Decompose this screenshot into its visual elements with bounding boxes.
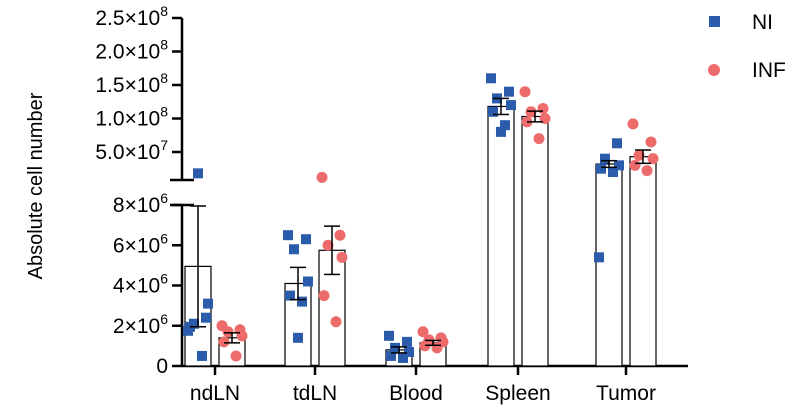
point-INF xyxy=(633,149,645,161)
point-NI xyxy=(504,86,514,97)
y-tick-label: 2.5×108 xyxy=(95,3,168,30)
point-NI xyxy=(594,252,604,263)
bar-NI-Tumor xyxy=(595,163,623,367)
point-NI xyxy=(201,312,211,323)
bar-INF-Spleen xyxy=(521,115,549,367)
legend-marker-NI xyxy=(709,16,720,27)
point-NI xyxy=(398,352,408,363)
x-category-label: Spleen xyxy=(485,382,550,405)
x-category-label: Tumor xyxy=(596,382,656,405)
point-INF xyxy=(334,229,346,241)
point-INF xyxy=(230,350,242,362)
x-category-label: ndLN xyxy=(190,382,240,405)
x-category-label: Blood xyxy=(389,382,443,405)
error-bars xyxy=(190,97,651,354)
legend-label-INF: INF xyxy=(752,59,786,82)
point-INF xyxy=(218,336,230,348)
point-NI xyxy=(608,167,618,177)
y-axis-label: Absolute cell number xyxy=(25,92,47,279)
point-NI xyxy=(612,138,622,149)
point-INF xyxy=(533,133,545,145)
y-tick-labels: 0 2×106 4×106 6×106 8×106 5.0×107 1.0×108 1.5×1… xyxy=(95,3,168,378)
bar-NI-Spleen xyxy=(487,105,515,367)
point-NI xyxy=(193,168,203,179)
legend-marker-INF xyxy=(708,64,720,76)
point-INF xyxy=(236,330,248,342)
x-category-labels: ndLN tdLN Blood Spleen Tumor xyxy=(190,382,656,405)
legend: NI INF xyxy=(708,11,786,82)
y-tick-label: 2.0×108 xyxy=(95,37,168,64)
point-NI xyxy=(285,290,295,301)
point-INF xyxy=(336,251,348,263)
y-tick-label: 2×106 xyxy=(113,311,168,338)
y-tick-label: 1.5×108 xyxy=(95,70,168,97)
y-tick-label: 0 xyxy=(156,355,168,378)
point-NI xyxy=(486,73,496,84)
point-NI xyxy=(197,350,207,361)
point-INF xyxy=(641,165,653,177)
point-INF xyxy=(318,290,330,302)
point-NI xyxy=(297,296,307,307)
point-NI xyxy=(614,160,624,171)
point-INF xyxy=(316,171,328,183)
point-INF xyxy=(322,239,334,251)
point-NI xyxy=(402,336,412,347)
point-NI xyxy=(289,244,299,255)
point-NI xyxy=(596,163,606,174)
point-NI xyxy=(301,234,311,245)
bar-INF-Tumor xyxy=(629,156,657,367)
point-NI xyxy=(293,332,303,343)
y-tick-label: 5.0×107 xyxy=(95,137,168,164)
point-INF xyxy=(629,159,641,171)
point-NI xyxy=(506,100,516,111)
point-INF xyxy=(647,153,659,165)
point-INF xyxy=(519,86,531,98)
point-NI xyxy=(500,120,510,131)
point-INF xyxy=(417,326,429,338)
point-NI xyxy=(390,342,400,353)
point-INF xyxy=(537,102,549,114)
x-category-label: tdLN xyxy=(293,382,337,405)
point-NI xyxy=(283,230,293,241)
y-tick-label: 8×106 xyxy=(113,190,168,217)
y-tick-label: 4×106 xyxy=(113,271,168,298)
legend-label-NI: NI xyxy=(752,11,773,34)
point-NI xyxy=(203,298,213,309)
point-INF xyxy=(645,136,657,148)
y-tick-label: 6×106 xyxy=(113,230,168,257)
point-INF xyxy=(222,326,234,338)
point-NI xyxy=(404,346,414,357)
data-points xyxy=(183,73,659,363)
point-NI xyxy=(384,330,394,341)
point-NI xyxy=(600,153,610,164)
point-NI xyxy=(386,350,396,361)
point-INF xyxy=(627,118,639,130)
point-NI xyxy=(496,126,506,137)
point-NI xyxy=(488,106,498,117)
y-tick-label: 1.0×108 xyxy=(95,104,168,131)
point-NI xyxy=(303,276,313,287)
point-INF xyxy=(330,316,342,328)
